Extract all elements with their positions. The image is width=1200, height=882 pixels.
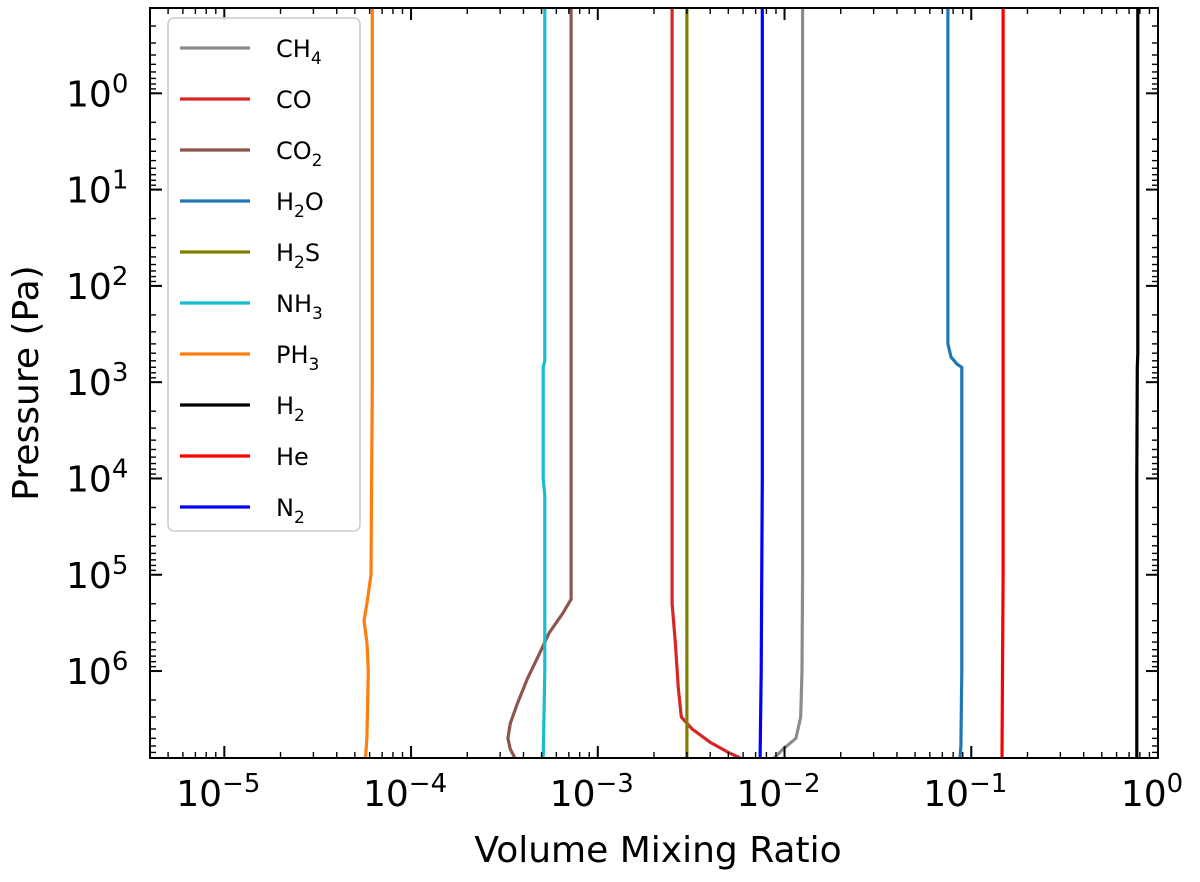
legend-label-h2s: H2S: [276, 239, 320, 273]
plot-frame: [149, 7, 1159, 759]
legend-label-ch4: CH4: [276, 35, 322, 69]
x-tick-label: 10−3: [550, 769, 634, 815]
legend-box: [167, 17, 361, 532]
series-line-h2o: [946, 8, 964, 759]
y-tick-label: 103: [66, 358, 128, 404]
plot-area: [362, 8, 1140, 760]
x-tick-label: 10−1: [923, 769, 1007, 815]
x-axis: 10−5 10−4 10−3 10−2 10−1 100: [149, 8, 1183, 815]
legend-label-co2: CO2: [276, 137, 322, 171]
y-tick-label: 105: [66, 551, 128, 597]
legend-label-he: He: [276, 443, 309, 471]
legend-label-n2: N2: [276, 494, 305, 528]
legend-label-ph3: PH3: [276, 341, 319, 375]
series-line-he: [1000, 8, 1005, 759]
series-line-n2: [758, 8, 764, 759]
legend-label-co: CO: [276, 86, 312, 114]
y-tick-label: 102: [66, 262, 128, 308]
legend: CH4 CO CO2 H2O H2S NH3 PH3 H2 He N2: [167, 17, 361, 532]
y-tick-label: 106: [66, 647, 128, 693]
x-tick-label: 10−4: [363, 769, 447, 815]
legend-label-nh3: NH3: [276, 290, 323, 324]
y-tick-label: 100: [66, 69, 128, 115]
legend-label-h2o: H2O: [276, 188, 324, 222]
series-line-co: [670, 8, 741, 760]
x-tick-label: 100: [1121, 769, 1183, 815]
y-axis-label: Pressure (Pa): [6, 265, 47, 500]
x-axis-label: Volume Mixing Ratio: [474, 830, 841, 871]
y-tick-label: 104: [66, 454, 128, 500]
x-tick-label: 10−5: [176, 769, 260, 815]
x-tick-label: 10−2: [736, 769, 820, 815]
y-tick-label: 101: [66, 166, 128, 212]
series-line-h2: [1135, 8, 1140, 758]
series-line-nh3: [541, 8, 547, 759]
legend-label-h2: H2: [276, 392, 305, 426]
series-line-co2: [506, 8, 573, 759]
series-line-ph3: [362, 8, 374, 759]
